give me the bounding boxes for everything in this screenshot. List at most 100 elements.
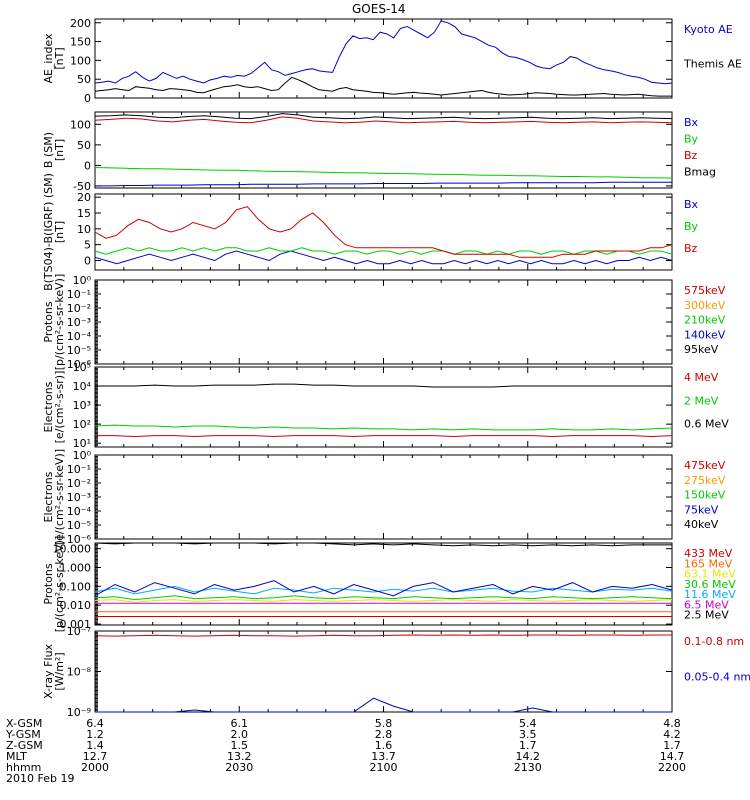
legend-label-electrons_lo: 40keV	[684, 518, 719, 531]
series-line-protons_hi-3	[94, 595, 673, 601]
ephem-value: 13.7	[371, 750, 396, 763]
series-line-bsm-2	[94, 116, 673, 124]
y-tick-label-bigrf: 5	[84, 239, 91, 252]
series-line-ae-1	[94, 76, 672, 97]
y-tick-label-protons_lo: 10⁻⁶	[67, 358, 92, 371]
panel-frame-protons_lo	[94, 279, 673, 365]
ephem-value: 13.2	[227, 750, 252, 763]
series-line-xray-0	[94, 634, 672, 637]
y-tick-label-electrons_lo: 10⁰	[73, 449, 92, 462]
legend-label-bsm: Bmag	[684, 166, 716, 179]
y-tick-label-electrons_hi: 10⁴	[73, 380, 92, 393]
ephem-value: 14.2	[516, 750, 541, 763]
legend-label-protons_lo: 210keV	[684, 314, 726, 327]
y-tick-label-bigrf: 0	[84, 255, 91, 268]
y-tick-label-electrons_lo: 10⁻⁵	[67, 519, 91, 532]
legend-label-electrons_hi: 2 MeV	[684, 394, 719, 407]
y-tick-label-xray: 10⁻⁸	[67, 666, 92, 679]
series-line-bigrf-2	[94, 206, 673, 258]
ephem-value: 1.5	[231, 739, 249, 752]
panel-frame-xray	[94, 630, 673, 713]
legend-label-ae: Kyoto AE	[684, 23, 733, 36]
panel-frame-protons_hi	[94, 542, 673, 626]
plot-title: GOES-14	[352, 2, 406, 16]
series-line-protons_hi-7	[94, 580, 673, 597]
ephem-value: 4.8	[663, 717, 681, 730]
legend-label-electrons_lo: 275keV	[684, 474, 726, 487]
ephem-label-mlt: MLT	[6, 750, 27, 763]
ephem-value: 1.4	[86, 739, 104, 752]
ephem-label-hhmm: hhmm	[6, 761, 42, 774]
y-axis-label-xray: [W/m²]	[53, 652, 66, 690]
y-tick-label-electrons_hi: 10⁵	[73, 361, 91, 374]
legend-label-bigrf: Bx	[684, 198, 699, 211]
legend-label-protons_hi: 165 MeV	[684, 557, 733, 570]
series-line-bsm-1	[94, 167, 673, 179]
series-line-protons_hi-6	[94, 542, 672, 547]
legend-label-protons_hi: 63.1 MeV	[684, 568, 736, 581]
y-tick-label-electrons_lo: 10⁻⁶	[67, 533, 92, 546]
ephem-value: 5.4	[519, 717, 537, 730]
legend-label-protons_lo: 140keV	[684, 328, 726, 341]
y-tick-label-protons_lo: 10⁻³	[67, 316, 91, 329]
series-line-electrons_hi-0	[95, 435, 673, 438]
legend-label-protons_lo: 95keV	[684, 343, 719, 356]
y-axis-label-ae: [nT]	[53, 47, 66, 69]
y-tick-label-bigrf: 10	[77, 223, 91, 236]
ephem-value: 14.7	[660, 750, 685, 763]
y-axis-label-protons_lo: [p/(cm²-s-sr-keV)]	[53, 274, 66, 371]
y-axis-label-electrons_lo: [e/(cm²-s-sr-keV)]	[53, 449, 66, 545]
legend-label-protons_lo: 575keV	[684, 284, 726, 297]
y-tick-label-ae: 50	[77, 73, 91, 86]
y-tick-label-bigrf: 15	[77, 207, 91, 220]
y-tick-label-electrons_lo: 10⁻²	[67, 477, 91, 490]
y-tick-label-ae: 0	[84, 92, 91, 105]
y-axis-label-electrons_hi: Electrons	[42, 381, 55, 432]
legend-label-electrons_hi: 4 MeV	[684, 371, 719, 384]
y-tick-label-protons_lo: 10⁰	[73, 274, 92, 287]
ephem-value: 3.5	[519, 728, 537, 741]
y-tick-label-xray: 10⁻⁷	[67, 625, 91, 638]
ephem-value: 6.4	[86, 717, 104, 730]
legend-label-bigrf: Bz	[684, 242, 698, 255]
y-tick-label-electrons_lo: 10⁻³	[67, 491, 91, 504]
ephem-value: 1.7	[519, 739, 537, 752]
y-tick-label-protons_lo: 10⁻¹	[67, 288, 91, 301]
legend-label-xray: 0.1-0.8 nm	[684, 635, 744, 648]
ephem-value: 1.6	[375, 739, 393, 752]
ephem-value: 2130	[514, 761, 542, 774]
legend-label-bsm: By	[684, 133, 699, 146]
y-tick-label-bsm: 50	[77, 139, 91, 152]
ephem-value: 2200	[658, 761, 686, 774]
ephem-value: 2000	[81, 761, 109, 774]
y-tick-label-ae: 200	[70, 17, 91, 30]
legend-label-protons_hi: 433 MeV	[684, 547, 733, 560]
series-line-bigrf-0	[94, 250, 673, 265]
panel-frame-ae	[94, 18, 673, 99]
y-tick-label-electrons_hi: 10¹	[73, 437, 91, 450]
ephem-value: 2.0	[231, 728, 249, 741]
y-axis-label-protons_hi: [p/(cm²-s-sr-keV)]	[53, 536, 66, 633]
legend-label-ae: Themis AE	[683, 58, 742, 71]
y-axis-label-bigrf: B(TS04)-B(IGRF) (SM)	[42, 173, 55, 291]
panel-frame-bigrf	[94, 193, 673, 271]
ephem-label-ygsm: Y-GSM	[6, 728, 41, 741]
legend-label-electrons_lo: 475keV	[684, 459, 726, 472]
series-line-xray-1	[95, 697, 672, 713]
series-line-ae-0	[94, 20, 673, 85]
legend-label-electrons_hi: 0.6 MeV	[684, 418, 729, 431]
y-axis-label-bsm: [nT]	[53, 139, 66, 161]
legend-label-protons_hi: 11.6 MeV	[684, 588, 736, 601]
series-line-bsm-3	[94, 113, 673, 120]
y-tick-label-ae: 150	[70, 36, 91, 49]
ephem-value: 2030	[225, 761, 253, 774]
panel-frame-electrons_lo	[94, 454, 673, 540]
y-tick-label-protons_lo: 10⁻²	[67, 302, 91, 315]
y-axis-label-bsm: B (SM)	[42, 132, 55, 168]
ephem-value: 4.2	[663, 728, 681, 741]
legend-label-bsm: Bx	[684, 116, 699, 129]
y-tick-label-protons_hi: 1.000	[60, 562, 92, 575]
legend-label-bsm: Bz	[684, 149, 698, 162]
y-axis-label-electrons_hi: [e/(cm²-s-sr)]	[53, 371, 66, 444]
